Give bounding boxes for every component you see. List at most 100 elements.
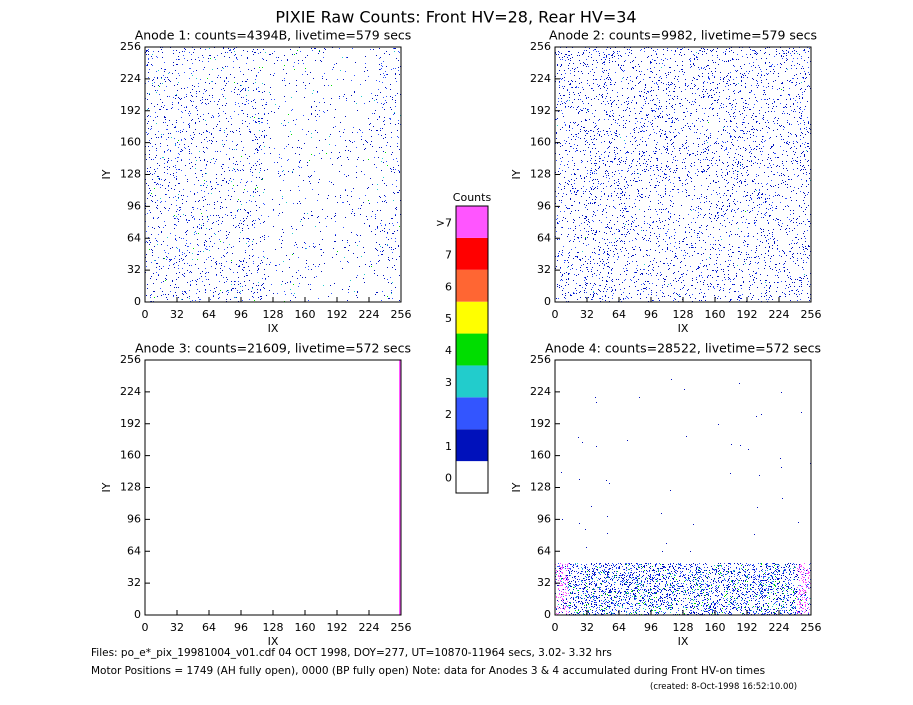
- y-tick-label: 0: [134, 608, 141, 621]
- plot-frame: [144, 46, 402, 303]
- y-axis-label: IY: [100, 482, 113, 492]
- x-tick-label: 0: [142, 308, 149, 321]
- colorbar-segment: [456, 237, 488, 270]
- y-tick-label: 64: [127, 231, 141, 244]
- noise-texture: [585, 89, 782, 238]
- x-tick-label: 192: [737, 621, 758, 634]
- y-tick-label: 64: [537, 231, 551, 244]
- noise-texture: [555, 379, 811, 615]
- x-tick-label: 0: [142, 621, 149, 634]
- x-tick-label: 160: [295, 621, 316, 634]
- y-tick-label: 224: [530, 385, 551, 398]
- x-tick-label: 128: [673, 308, 694, 321]
- x-tick-label: 192: [327, 308, 348, 321]
- x-tick-label: 256: [801, 621, 822, 634]
- y-tick-label: 256: [120, 40, 141, 53]
- y-tick-label: 160: [120, 136, 141, 149]
- x-tick-label: 160: [705, 308, 726, 321]
- y-tick-label: 224: [120, 385, 141, 398]
- x-axis-label: IX: [678, 322, 689, 335]
- noise-texture: [149, 50, 400, 302]
- panel-title: Anode 2: counts=9982, livetime=579 secs: [549, 28, 817, 43]
- noise-texture: [556, 563, 811, 615]
- x-tick-label: 224: [359, 308, 380, 321]
- colorbar-label: 5: [445, 312, 452, 325]
- x-tick-label: 256: [801, 308, 822, 321]
- x-axis-label: IX: [268, 635, 279, 648]
- colorbar-label: 1: [445, 440, 452, 453]
- y-tick-label: 128: [120, 168, 141, 181]
- x-tick-label: 128: [263, 621, 284, 634]
- colorbar-label: 0: [445, 472, 452, 485]
- x-tick-label: 0: [552, 621, 559, 634]
- y-tick-label: 32: [127, 576, 141, 589]
- x-tick-label: 192: [737, 308, 758, 321]
- colorbar-segment: [456, 269, 488, 302]
- x-tick-label: 160: [705, 621, 726, 634]
- noise-texture: [145, 47, 401, 302]
- y-tick-label: 160: [530, 449, 551, 462]
- y-tick-label: 0: [544, 608, 551, 621]
- colorbar-segment: [456, 301, 488, 334]
- x-tick-label: 64: [202, 308, 216, 321]
- noise-texture: [399, 360, 401, 615]
- y-tick-label: 192: [530, 104, 551, 117]
- y-axis-label: IY: [510, 169, 523, 179]
- y-tick-label: 224: [530, 72, 551, 85]
- y-tick-label: 64: [537, 544, 551, 557]
- y-tick-label: 160: [120, 449, 141, 462]
- y-tick-label: 96: [127, 512, 141, 525]
- colorbar-label: 3: [445, 376, 452, 389]
- y-tick-label: 128: [120, 481, 141, 494]
- y-tick-label: 224: [120, 72, 141, 85]
- y-tick-label: 192: [120, 104, 141, 117]
- colorbar-segment: [456, 206, 488, 238]
- x-tick-label: 64: [612, 308, 626, 321]
- motor-note: Motor Positions = 1749 (AH fully open), …: [91, 665, 765, 677]
- x-tick-label: 32: [580, 308, 594, 321]
- y-tick-label: 32: [127, 263, 141, 276]
- noise-texture: [147, 48, 401, 300]
- colorbar-title: Counts: [453, 191, 492, 204]
- y-axis-label: IY: [100, 169, 113, 179]
- x-tick-label: 128: [673, 621, 694, 634]
- plot-frame: [144, 359, 402, 616]
- y-tick-label: 96: [537, 199, 551, 212]
- x-tick-label: 96: [234, 308, 248, 321]
- x-tick-label: 0: [552, 308, 559, 321]
- x-tick-label: 96: [234, 621, 248, 634]
- x-tick-label: 256: [391, 621, 412, 634]
- colorbar-label: 2: [445, 408, 452, 421]
- y-tick-label: 128: [530, 481, 551, 494]
- y-tick-label: 96: [127, 199, 141, 212]
- x-tick-label: 96: [644, 308, 658, 321]
- x-tick-label: 160: [295, 308, 316, 321]
- y-tick-label: 0: [134, 295, 141, 308]
- x-tick-label: 224: [769, 621, 790, 634]
- x-tick-label: 224: [769, 308, 790, 321]
- noise-texture: [145, 47, 401, 302]
- x-tick-label: 64: [202, 621, 216, 634]
- noise-texture: [555, 47, 811, 302]
- y-tick-label: 192: [530, 417, 551, 430]
- y-tick-label: 32: [537, 576, 551, 589]
- colorbar-segment: [456, 461, 488, 493]
- y-tick-label: 192: [120, 417, 141, 430]
- x-axis-label: IX: [678, 635, 689, 648]
- colorbar-segment: [456, 429, 488, 462]
- created-note: (created: 8-Oct-1998 16:52:10.00): [650, 682, 797, 692]
- x-tick-label: 192: [327, 621, 348, 634]
- y-tick-label: 128: [530, 168, 551, 181]
- x-tick-label: 96: [644, 621, 658, 634]
- colorbar-segment: [456, 333, 488, 366]
- colorbar-label: 6: [445, 280, 452, 293]
- plot-frame: [554, 46, 812, 303]
- x-tick-label: 128: [263, 308, 284, 321]
- figure-title: PIXIE Raw Counts: Front HV=28, Rear HV=3…: [275, 8, 636, 27]
- panel-title: Anode 1: counts=4394B, livetime=579 secs: [135, 28, 412, 43]
- colorbar-label: 4: [445, 344, 452, 357]
- x-tick-label: 32: [170, 621, 184, 634]
- colorbar-segment: [456, 397, 488, 430]
